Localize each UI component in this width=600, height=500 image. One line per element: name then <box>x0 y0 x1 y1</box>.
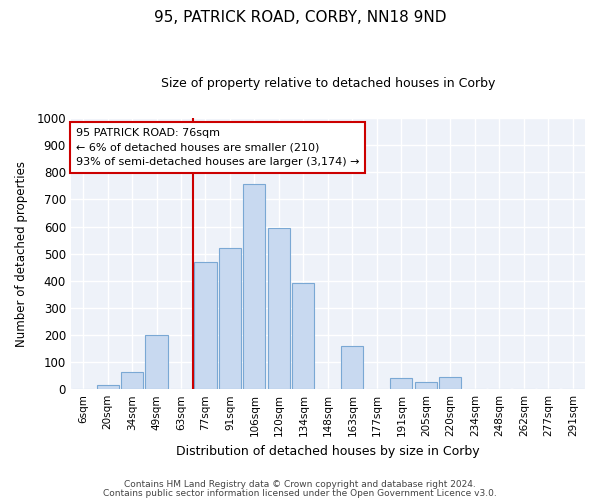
X-axis label: Distribution of detached houses by size in Corby: Distribution of detached houses by size … <box>176 444 480 458</box>
Bar <box>194 262 217 389</box>
Text: 95 PATRICK ROAD: 76sqm
← 6% of detached houses are smaller (210)
93% of semi-det: 95 PATRICK ROAD: 76sqm ← 6% of detached … <box>76 128 359 167</box>
Bar <box>121 372 143 389</box>
Bar <box>341 346 364 389</box>
Bar <box>244 184 265 389</box>
Bar <box>439 377 461 389</box>
Text: Contains public sector information licensed under the Open Government Licence v3: Contains public sector information licen… <box>103 488 497 498</box>
Bar <box>97 385 119 389</box>
Bar <box>268 228 290 389</box>
Bar <box>219 248 241 389</box>
Text: Contains HM Land Registry data © Crown copyright and database right 2024.: Contains HM Land Registry data © Crown c… <box>124 480 476 489</box>
Bar <box>391 378 412 389</box>
Title: Size of property relative to detached houses in Corby: Size of property relative to detached ho… <box>161 78 495 90</box>
Bar <box>292 284 314 389</box>
Text: 95, PATRICK ROAD, CORBY, NN18 9ND: 95, PATRICK ROAD, CORBY, NN18 9ND <box>154 10 446 25</box>
Bar <box>415 382 437 389</box>
Bar <box>145 335 167 389</box>
Y-axis label: Number of detached properties: Number of detached properties <box>15 160 28 346</box>
